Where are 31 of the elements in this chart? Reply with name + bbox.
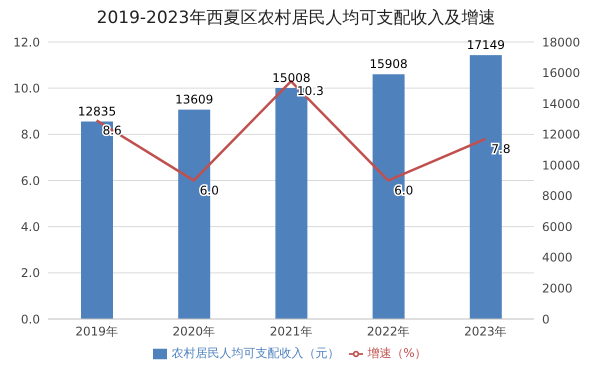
- data-label: 12835: [78, 104, 116, 118]
- legend-label: 增速（%）: [367, 346, 427, 360]
- y-tick-label: 4.0: [20, 220, 40, 234]
- y2-tick-label: 4000: [542, 250, 573, 265]
- y2-tick-label: 0: [542, 312, 550, 326]
- x-tick-label: 2019年: [75, 324, 118, 339]
- y2-tick-label: 10000: [542, 158, 580, 172]
- y-tick-label: 0.0: [20, 312, 40, 326]
- y-tick-label: 8.0: [20, 128, 40, 142]
- legend-label: 农村居民人均可支配收入（元）: [171, 346, 340, 360]
- data-label: 15908: [370, 57, 408, 72]
- y2-tick-label: 16000: [542, 66, 580, 80]
- chart-title: 2019-2023年西夏区农村居民人均可支配收入及增速: [96, 7, 496, 29]
- data-label: 8.6: [102, 123, 122, 138]
- y2-tick-label: 2000: [542, 281, 573, 296]
- data-label: 17149: [466, 38, 505, 52]
- x-tick-label: 2022年: [366, 324, 410, 339]
- y2-tick-label: 12000: [542, 128, 580, 142]
- x-tick-label: 2020年: [172, 324, 216, 339]
- y-tick-label: 6.0: [20, 174, 40, 188]
- y2-tick-label: 14000: [542, 96, 580, 111]
- x-tick-label: 2023年: [464, 324, 507, 339]
- y2-tick-label: 6000: [542, 220, 573, 234]
- x-tick-label: 2021年: [270, 324, 312, 339]
- y2-tick-label: 8000: [542, 189, 573, 204]
- y-tick-label: 12.0: [13, 35, 40, 50]
- y2-tick-label: 18000: [542, 35, 580, 50]
- y-tick-label: 10.0: [13, 81, 40, 96]
- y-tick-label: 2.0: [20, 266, 40, 280]
- data-label: 15008: [272, 71, 310, 86]
- data-label: 13609: [175, 92, 214, 107]
